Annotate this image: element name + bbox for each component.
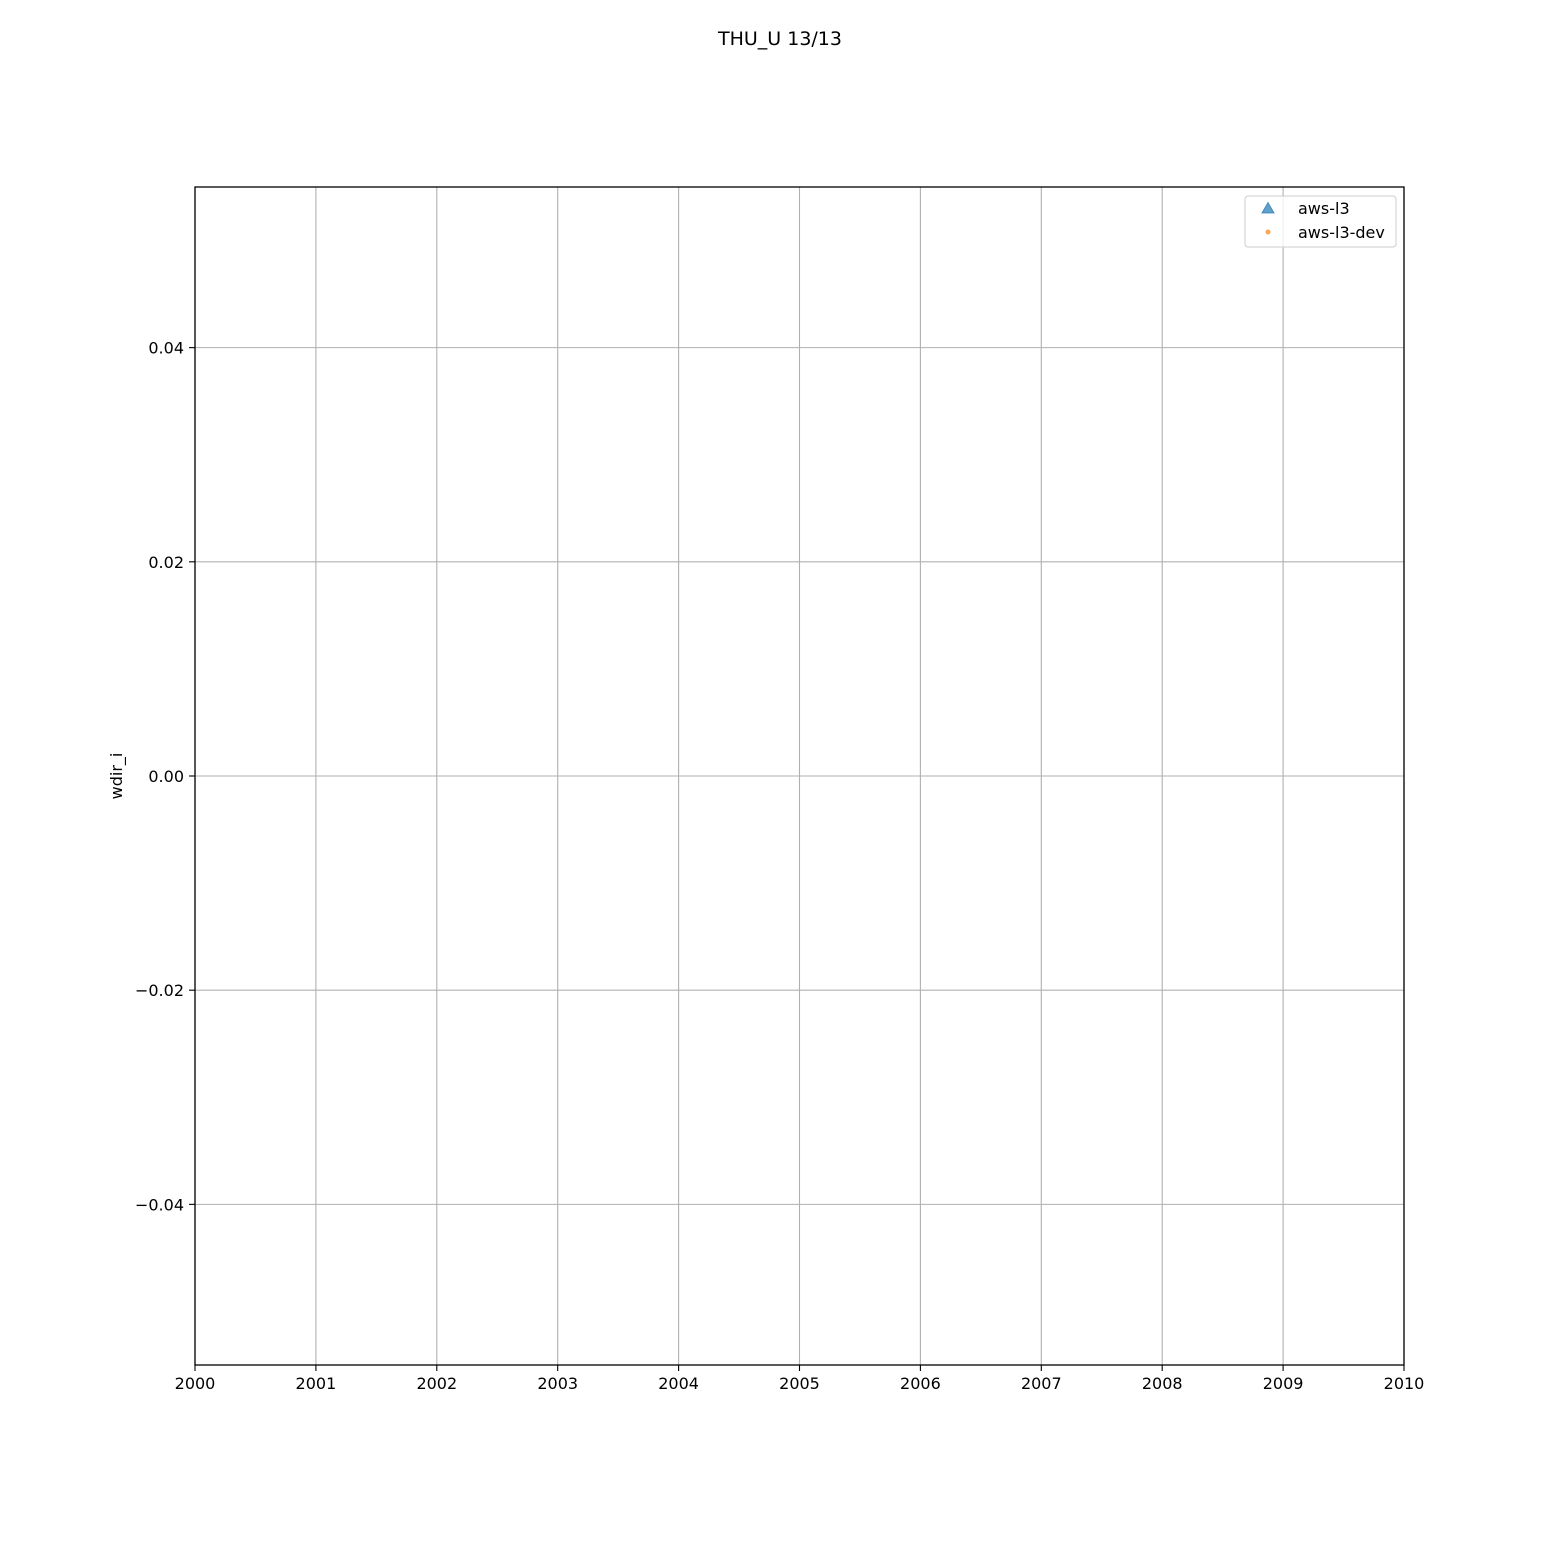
axis-ticks: 2000 2001 2002 2003 2004 2005 2006 2007 2008 2009… bbox=[135, 339, 1424, 1393]
y-tick-label: 0.00 bbox=[148, 767, 184, 786]
y-tick-label: −0.04 bbox=[135, 1195, 184, 1214]
legend-label-aws-l3: aws-l3 bbox=[1298, 199, 1350, 218]
x-tick-label: 2006 bbox=[900, 1374, 941, 1393]
plot-area-frame bbox=[194, 186, 1405, 1366]
x-tick-label: 2007 bbox=[1021, 1374, 1062, 1393]
chart-title: THU_U 13/13 bbox=[717, 28, 842, 50]
x-tick-label: 2001 bbox=[296, 1374, 337, 1393]
x-tick-label: 2004 bbox=[658, 1374, 699, 1393]
x-tick-label: 2008 bbox=[1142, 1374, 1183, 1393]
legend-marker-aws-l3-dev-dot bbox=[1265, 229, 1271, 235]
y-tick-label: −0.02 bbox=[135, 981, 184, 1000]
legend: aws-l3 aws-l3-dev bbox=[1244, 195, 1397, 248]
y-tick-label: 0.04 bbox=[148, 339, 184, 358]
x-tick-label: 2003 bbox=[537, 1374, 578, 1393]
legend-frame bbox=[1244, 195, 1397, 248]
y-tick-label: 0.02 bbox=[148, 553, 184, 572]
x-tick-label: 2005 bbox=[779, 1374, 820, 1393]
x-tick-label: 2009 bbox=[1263, 1374, 1304, 1393]
y-axis-label: wdir_i bbox=[107, 753, 127, 800]
legend-label-aws-l3-dev: aws-l3-dev bbox=[1298, 223, 1385, 242]
x-tick-label: 2002 bbox=[416, 1374, 457, 1393]
legend-marker-aws-l3-triangle bbox=[1261, 201, 1275, 214]
x-tick-label: 2000 bbox=[175, 1374, 216, 1393]
x-tick-label: 2010 bbox=[1384, 1374, 1425, 1393]
